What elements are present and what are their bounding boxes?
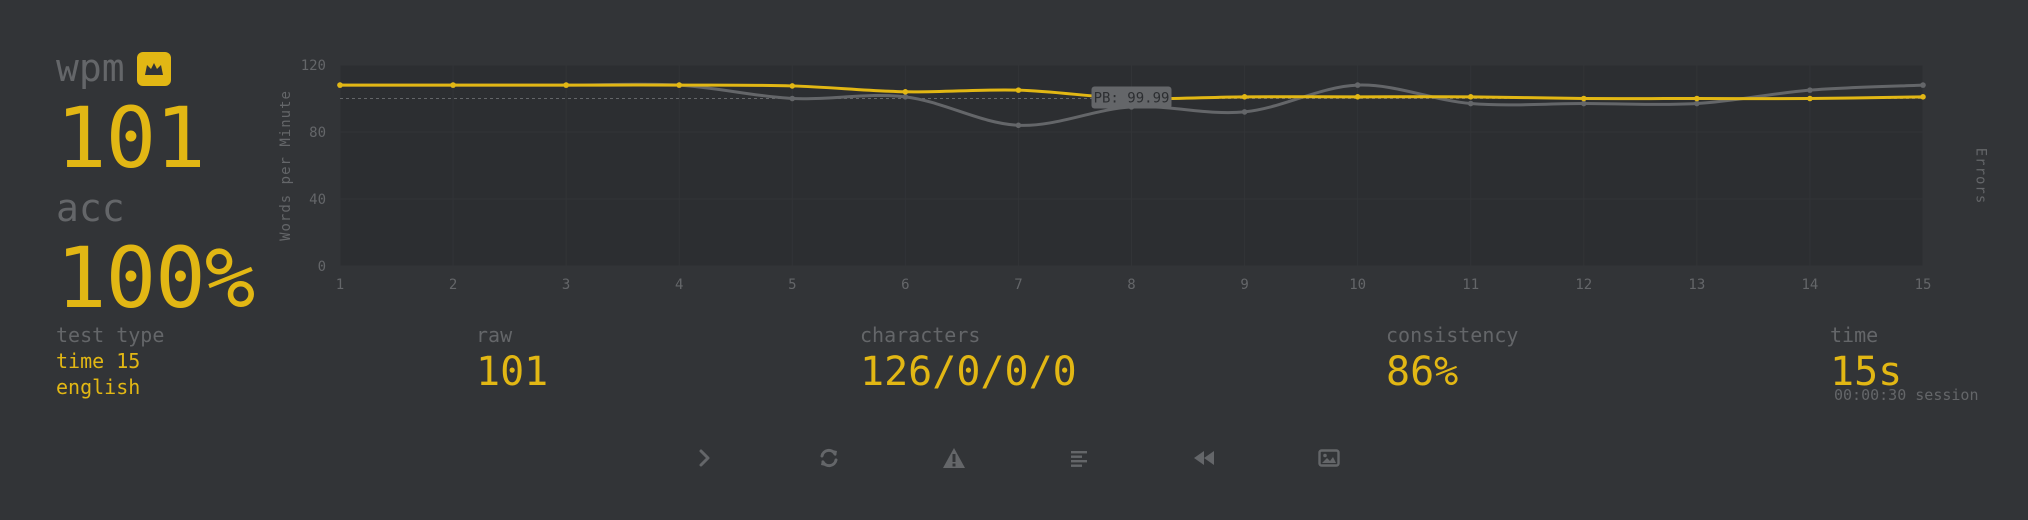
raw-point — [1354, 82, 1361, 88]
characters-stat: characters 126/0/0/0 — [860, 322, 1077, 396]
x-tick-label: 13 — [1688, 277, 1705, 293]
pb-label-box — [1091, 86, 1172, 109]
y-tick-label: 80 — [309, 125, 326, 141]
characters-value: 126/0/0/0 — [860, 349, 1077, 395]
refresh-icon — [820, 448, 838, 468]
acc-label: acc — [56, 186, 125, 230]
raw-point — [1015, 122, 1022, 129]
y-tick-label: 0 — [318, 259, 326, 275]
wpm-point — [1467, 94, 1474, 100]
report-button[interactable] — [936, 440, 972, 476]
replay-button[interactable] — [1186, 440, 1222, 476]
x-tick-label: 9 — [1240, 277, 1248, 293]
x-tick-label: 3 — [562, 277, 570, 293]
y2-axis-label: Errors — [1972, 147, 1989, 205]
y-tick-label: 40 — [309, 192, 326, 208]
raw-point — [1920, 82, 1926, 88]
raw-point — [1467, 100, 1474, 107]
x-tick-label: 4 — [675, 277, 683, 293]
x-tick-label: 15 — [1915, 277, 1932, 293]
wpm-point — [1694, 95, 1700, 102]
screenshot-button[interactable] — [1311, 440, 1347, 476]
time-value: 15s — [1830, 349, 1903, 395]
characters-label: characters — [860, 323, 981, 347]
wpm-point — [676, 82, 683, 88]
wpm-point — [1580, 95, 1587, 102]
wpm-point — [563, 82, 569, 88]
chevron-right-icon — [699, 449, 710, 467]
acc-value: 100% — [56, 229, 255, 327]
test-language: english — [56, 375, 141, 399]
raw-point — [1807, 87, 1813, 93]
wpm-point — [1920, 94, 1926, 100]
wpm-point — [337, 82, 343, 88]
x-tick-label: 6 — [901, 277, 909, 293]
wpm-point — [1241, 94, 1248, 100]
crown-icon — [136, 52, 171, 86]
raw-label: raw — [476, 323, 513, 347]
wpm-point — [450, 82, 456, 88]
consistency-stat: consistency 86% — [1386, 322, 1518, 396]
align-left-icon — [1071, 451, 1087, 467]
words-history-button[interactable] — [1061, 440, 1097, 476]
raw-stat: raw 101 — [476, 322, 548, 396]
wpm-point — [1807, 95, 1813, 102]
raw-point — [1241, 109, 1248, 115]
main-stats: wpm 101 acc 100% — [56, 46, 255, 327]
wpm-point — [902, 89, 909, 95]
x-tick-label: 8 — [1127, 277, 1135, 293]
raw-value: 101 — [476, 349, 549, 395]
test-type-label: test type — [56, 323, 165, 347]
x-tick-label: 1 — [336, 277, 344, 293]
x-tick-label: 12 — [1575, 277, 1592, 293]
wpm-point — [1015, 87, 1022, 93]
x-tick-label: 7 — [1014, 277, 1022, 293]
x-tick-label: 11 — [1462, 277, 1479, 293]
y-axis-label: Words per Minute — [278, 90, 294, 241]
x-tick-label: 5 — [788, 277, 796, 293]
x-tick-label: 10 — [1349, 277, 1366, 293]
warning-icon — [943, 448, 965, 468]
session-time: 00:00:30 session — [1834, 386, 1979, 404]
wpm-point — [789, 83, 796, 89]
consistency-value: 86% — [1386, 349, 1459, 395]
wpm-value: 101 — [56, 89, 206, 187]
restart-button[interactable] — [811, 440, 847, 476]
wpm-label: wpm — [56, 46, 125, 90]
x-tick-label: 14 — [1801, 277, 1818, 293]
raw-point — [1694, 100, 1700, 107]
x-tick-label: 2 — [449, 277, 457, 293]
rewind-icon — [1194, 451, 1214, 465]
time-stat: time 15s — [1830, 322, 1902, 396]
consistency-label: consistency — [1386, 323, 1519, 347]
test-mode: time 15 — [56, 349, 141, 373]
raw-point — [1580, 100, 1587, 107]
time-label: time — [1830, 323, 1879, 347]
pb-label: PB: 99.99 — [1094, 91, 1170, 107]
wpm-point — [1354, 94, 1361, 100]
test-type: test type time 15 english — [56, 322, 164, 400]
raw-point — [902, 94, 909, 100]
image-icon — [1318, 449, 1340, 467]
y-tick-label: 120 — [301, 58, 326, 74]
next-test-button[interactable] — [686, 440, 722, 476]
raw-point — [789, 95, 796, 102]
